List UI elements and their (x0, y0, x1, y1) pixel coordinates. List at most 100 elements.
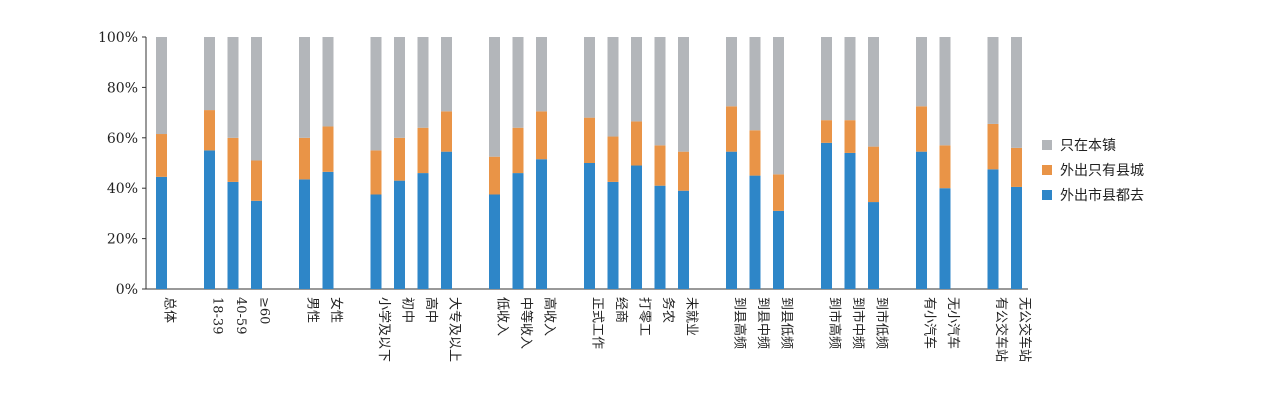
x-tick-label: 到县中频 (755, 297, 770, 349)
x-tick-label: 到市中频 (850, 297, 866, 349)
bar-segment-local (844, 37, 856, 121)
bar-segment-county (607, 136, 619, 182)
bar-segment-county (489, 156, 500, 195)
bar-segment-city-county (156, 176, 167, 289)
legend-label-local: 只在本镇 (1060, 137, 1116, 154)
bar-segment-local (678, 37, 689, 152)
bar-segment-county (631, 121, 642, 166)
legend-item-county: 外出只有县城 (1042, 157, 1144, 182)
x-tick-label: 高中 (423, 297, 439, 323)
bar-segment-local (584, 37, 595, 118)
bar-segment-local (821, 37, 832, 121)
bar-segment-county (512, 127, 524, 174)
legend: 只在本镇 外出只有县城 外出市县都去 (1042, 132, 1144, 207)
bar-segment-city-county (584, 163, 595, 289)
bar-segment-city-county (939, 188, 951, 289)
bar-segment-county (227, 137, 239, 182)
x-tick-label: 40-59 (233, 297, 248, 334)
x-tick-label: 正式工作 (590, 297, 605, 349)
x-tick-label: 到市高频 (827, 297, 843, 349)
bar-segment-city-county (631, 165, 642, 289)
bar-segment-county (821, 120, 832, 143)
legend-swatch-city-county (1042, 189, 1052, 200)
x-tick-label: 小学及以下 (376, 297, 392, 362)
bar-segment-city-county (441, 151, 452, 289)
y-tick-label: 100% (98, 30, 138, 46)
bar-segment-county (654, 145, 666, 186)
bar-segment-city-county (773, 210, 784, 289)
y-tick-label: 60% (107, 131, 138, 147)
bar-segment-local (394, 37, 405, 138)
bar-segment-local (322, 37, 334, 127)
bar-segment-county (156, 134, 167, 177)
y-tick-label: 80% (107, 80, 138, 96)
x-tick-label: 低收入 (495, 297, 510, 336)
bar-segment-city-county (489, 194, 500, 289)
x-tick-label: 未就业 (684, 297, 699, 336)
bar-segment-county (987, 123, 999, 170)
bar-segment-city-county (821, 142, 832, 289)
bar-segment-city-county (417, 173, 429, 289)
bar-segment-county (204, 110, 215, 151)
y-tick-label: 20% (107, 232, 138, 248)
x-tick-label: ≥60 (257, 297, 272, 324)
bar-segment-county (370, 150, 382, 195)
y-tick-label: 40% (107, 181, 138, 197)
bar-segment-city-county (726, 151, 737, 289)
bar-segment-local (512, 37, 524, 128)
bar-segment-city-county (370, 194, 382, 289)
x-tick-label: 总体 (162, 297, 177, 323)
bar-segment-county (773, 174, 784, 211)
bar-segment-local (939, 37, 951, 146)
bar-segment-local (749, 37, 761, 131)
y-tick-label: 0% (116, 282, 138, 298)
bar-segment-local (204, 37, 215, 111)
legend-item-local: 只在本镇 (1042, 132, 1144, 157)
bar-segment-local (441, 37, 452, 112)
bar-segment-local (251, 37, 262, 161)
x-tick-label: 打零工 (637, 297, 652, 336)
bar-segment-county (322, 126, 334, 172)
bar-segment-city-county (251, 200, 262, 289)
bar-segment-local (1011, 37, 1022, 148)
bar-segment-local (726, 37, 737, 107)
bar-segment-city-county (607, 181, 619, 289)
bar-segment-county (441, 111, 452, 152)
x-tick-label: 女性 (328, 297, 344, 323)
bar-segment-local (631, 37, 642, 122)
bar-segment-county (916, 106, 927, 152)
x-tick-label: 无公交车站 (1017, 297, 1033, 362)
bar-segment-county (939, 145, 951, 189)
x-tick-label: 男性 (305, 297, 320, 323)
bar-segment-city-county (654, 185, 666, 289)
bar-segment-local (227, 37, 239, 138)
bar-segment-local (299, 37, 310, 138)
legend-swatch-local (1042, 139, 1052, 150)
bar-segment-county (726, 106, 737, 152)
x-tick-label: 18-39 (210, 297, 225, 334)
bar-segment-county (1011, 147, 1022, 187)
x-tick-label: 务农 (660, 297, 676, 323)
bar-segment-city-county (536, 159, 547, 289)
x-tick-label: 无小汽车 (945, 297, 961, 349)
x-tick-label: 到市低频 (874, 297, 890, 349)
bar-segment-local (156, 37, 167, 135)
bar-segment-local (489, 37, 500, 157)
x-tick-label: 有小汽车 (922, 297, 938, 349)
bar-segment-county (868, 146, 879, 203)
bar-segment-county (584, 117, 595, 163)
bar-segment-local (654, 37, 666, 146)
bar-segment-city-county (204, 150, 215, 289)
bar-segment-local (773, 37, 784, 175)
bar-segment-local (536, 37, 547, 112)
bar-segment-local (916, 37, 927, 107)
bar-segment-county (299, 137, 310, 180)
bar-segment-local (417, 37, 429, 128)
bar-segment-city-county (916, 151, 927, 289)
bar-segment-city-county (678, 190, 689, 289)
bar-segment-city-county (844, 152, 856, 289)
bar-segment-county (536, 111, 547, 160)
bar-segment-county (749, 130, 761, 176)
legend-label-city-county: 外出市县都去 (1060, 187, 1144, 204)
